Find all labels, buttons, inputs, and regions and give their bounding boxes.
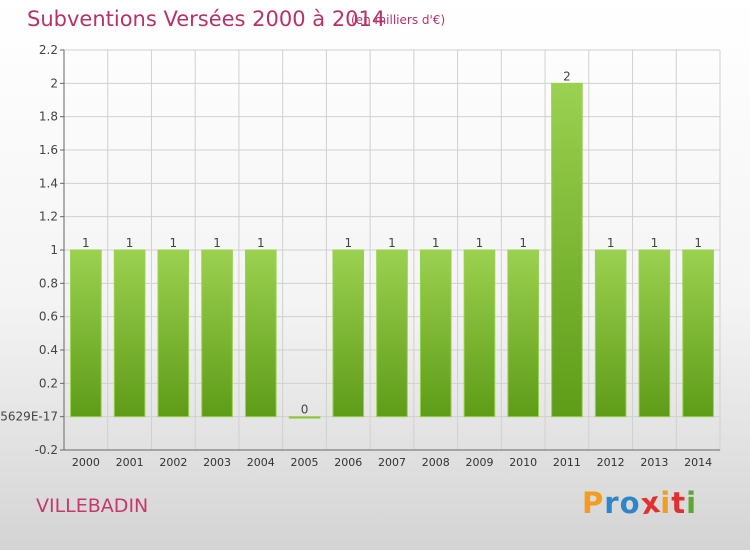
- y-tick-label: 0.8: [39, 276, 58, 290]
- y-tick-label: 1.8: [39, 110, 58, 124]
- bar-2000: [70, 249, 102, 418]
- data-label: 1: [82, 236, 90, 250]
- data-label: 0: [301, 403, 309, 417]
- x-tick-label: 2014: [684, 456, 712, 469]
- y-tick-label: 0.4: [39, 343, 58, 357]
- x-tick-label: 2005: [291, 456, 319, 469]
- x-tick-label: 2002: [159, 456, 187, 469]
- x-tick-label: 2013: [640, 456, 668, 469]
- data-label: 1: [257, 236, 265, 250]
- data-label: 1: [126, 236, 134, 250]
- x-tick-label: 2007: [378, 456, 406, 469]
- x-tick-label: 2001: [116, 456, 144, 469]
- bar-2002: [157, 249, 190, 418]
- data-label: 1: [476, 236, 484, 250]
- y-tick-label: 0.2: [39, 376, 58, 390]
- axes: -0.2 -1.15629E-17 0.2 0.4 0.6 0.8 1 1.2 1.4 1.6 1.…: [0, 43, 720, 469]
- data-labels: 1 1 1 1 1 0 1 1 1 1 1 2 1 1 1: [82, 69, 702, 416]
- y-tick-label: 0.6: [39, 310, 58, 324]
- bar-2011: [551, 82, 583, 418]
- y-tick-label: 1: [50, 243, 58, 257]
- y-tick-label: 1.6: [39, 143, 58, 157]
- logo-letter: x: [638, 484, 663, 522]
- data-label: 2: [563, 69, 571, 83]
- x-tick-label: 2000: [72, 456, 100, 469]
- bar-2010: [507, 249, 540, 418]
- data-label: 1: [213, 236, 221, 250]
- x-tick-label: 2009: [465, 456, 493, 469]
- logo-letter: P: [582, 486, 605, 520]
- bar-2012: [594, 249, 627, 418]
- y-tick-label: 2: [50, 76, 58, 90]
- data-label: 1: [694, 236, 702, 250]
- bar-2005: [288, 416, 321, 419]
- bars: [70, 82, 714, 419]
- data-label: 1: [519, 236, 527, 250]
- chart-title: Subventions Versées 2000 à 2014: [27, 7, 386, 31]
- bar-2003: [201, 249, 233, 418]
- bar-2006: [332, 249, 365, 418]
- y-tick-label: 1.4: [39, 176, 58, 190]
- bar-2009: [463, 249, 496, 418]
- logo-letter: o: [619, 486, 641, 520]
- proxiti-logo: Proxiti: [582, 484, 698, 522]
- logo-letter: i: [686, 486, 698, 520]
- logo-letter: i: [660, 486, 672, 520]
- x-tick-label: 2004: [247, 456, 275, 469]
- chart-subtitle: (en milliers d'€): [351, 13, 446, 27]
- bar-2001: [113, 249, 146, 418]
- bar-2008: [419, 249, 452, 418]
- data-label: 1: [607, 236, 615, 250]
- data-label: 1: [344, 236, 352, 250]
- y-tick-label: 2.2: [39, 43, 58, 57]
- y-tick-label: 1.2: [39, 210, 58, 224]
- logo-letter: r: [604, 486, 620, 520]
- commune-name: VILLEBADIN: [36, 495, 149, 517]
- bar-2013: [638, 249, 671, 418]
- data-label: 1: [432, 236, 440, 250]
- data-label: 1: [388, 236, 396, 250]
- x-tick-label: 2006: [334, 456, 362, 469]
- logo-letter: t: [671, 486, 687, 520]
- y-tick-label: -0.2: [35, 443, 58, 457]
- data-label: 1: [651, 236, 659, 250]
- x-tick-label: 2003: [203, 456, 231, 469]
- x-tick-label: 2012: [597, 456, 625, 469]
- bar-2014: [682, 249, 714, 418]
- x-tick-label: 2011: [553, 456, 581, 469]
- bar-2004: [244, 249, 277, 418]
- x-tick-label: 2010: [509, 456, 537, 469]
- y-tick-label: -1.15629E-17: [0, 410, 58, 424]
- data-label: 1: [170, 236, 178, 250]
- bar-2007: [376, 249, 408, 418]
- x-tick-label: 2008: [422, 456, 450, 469]
